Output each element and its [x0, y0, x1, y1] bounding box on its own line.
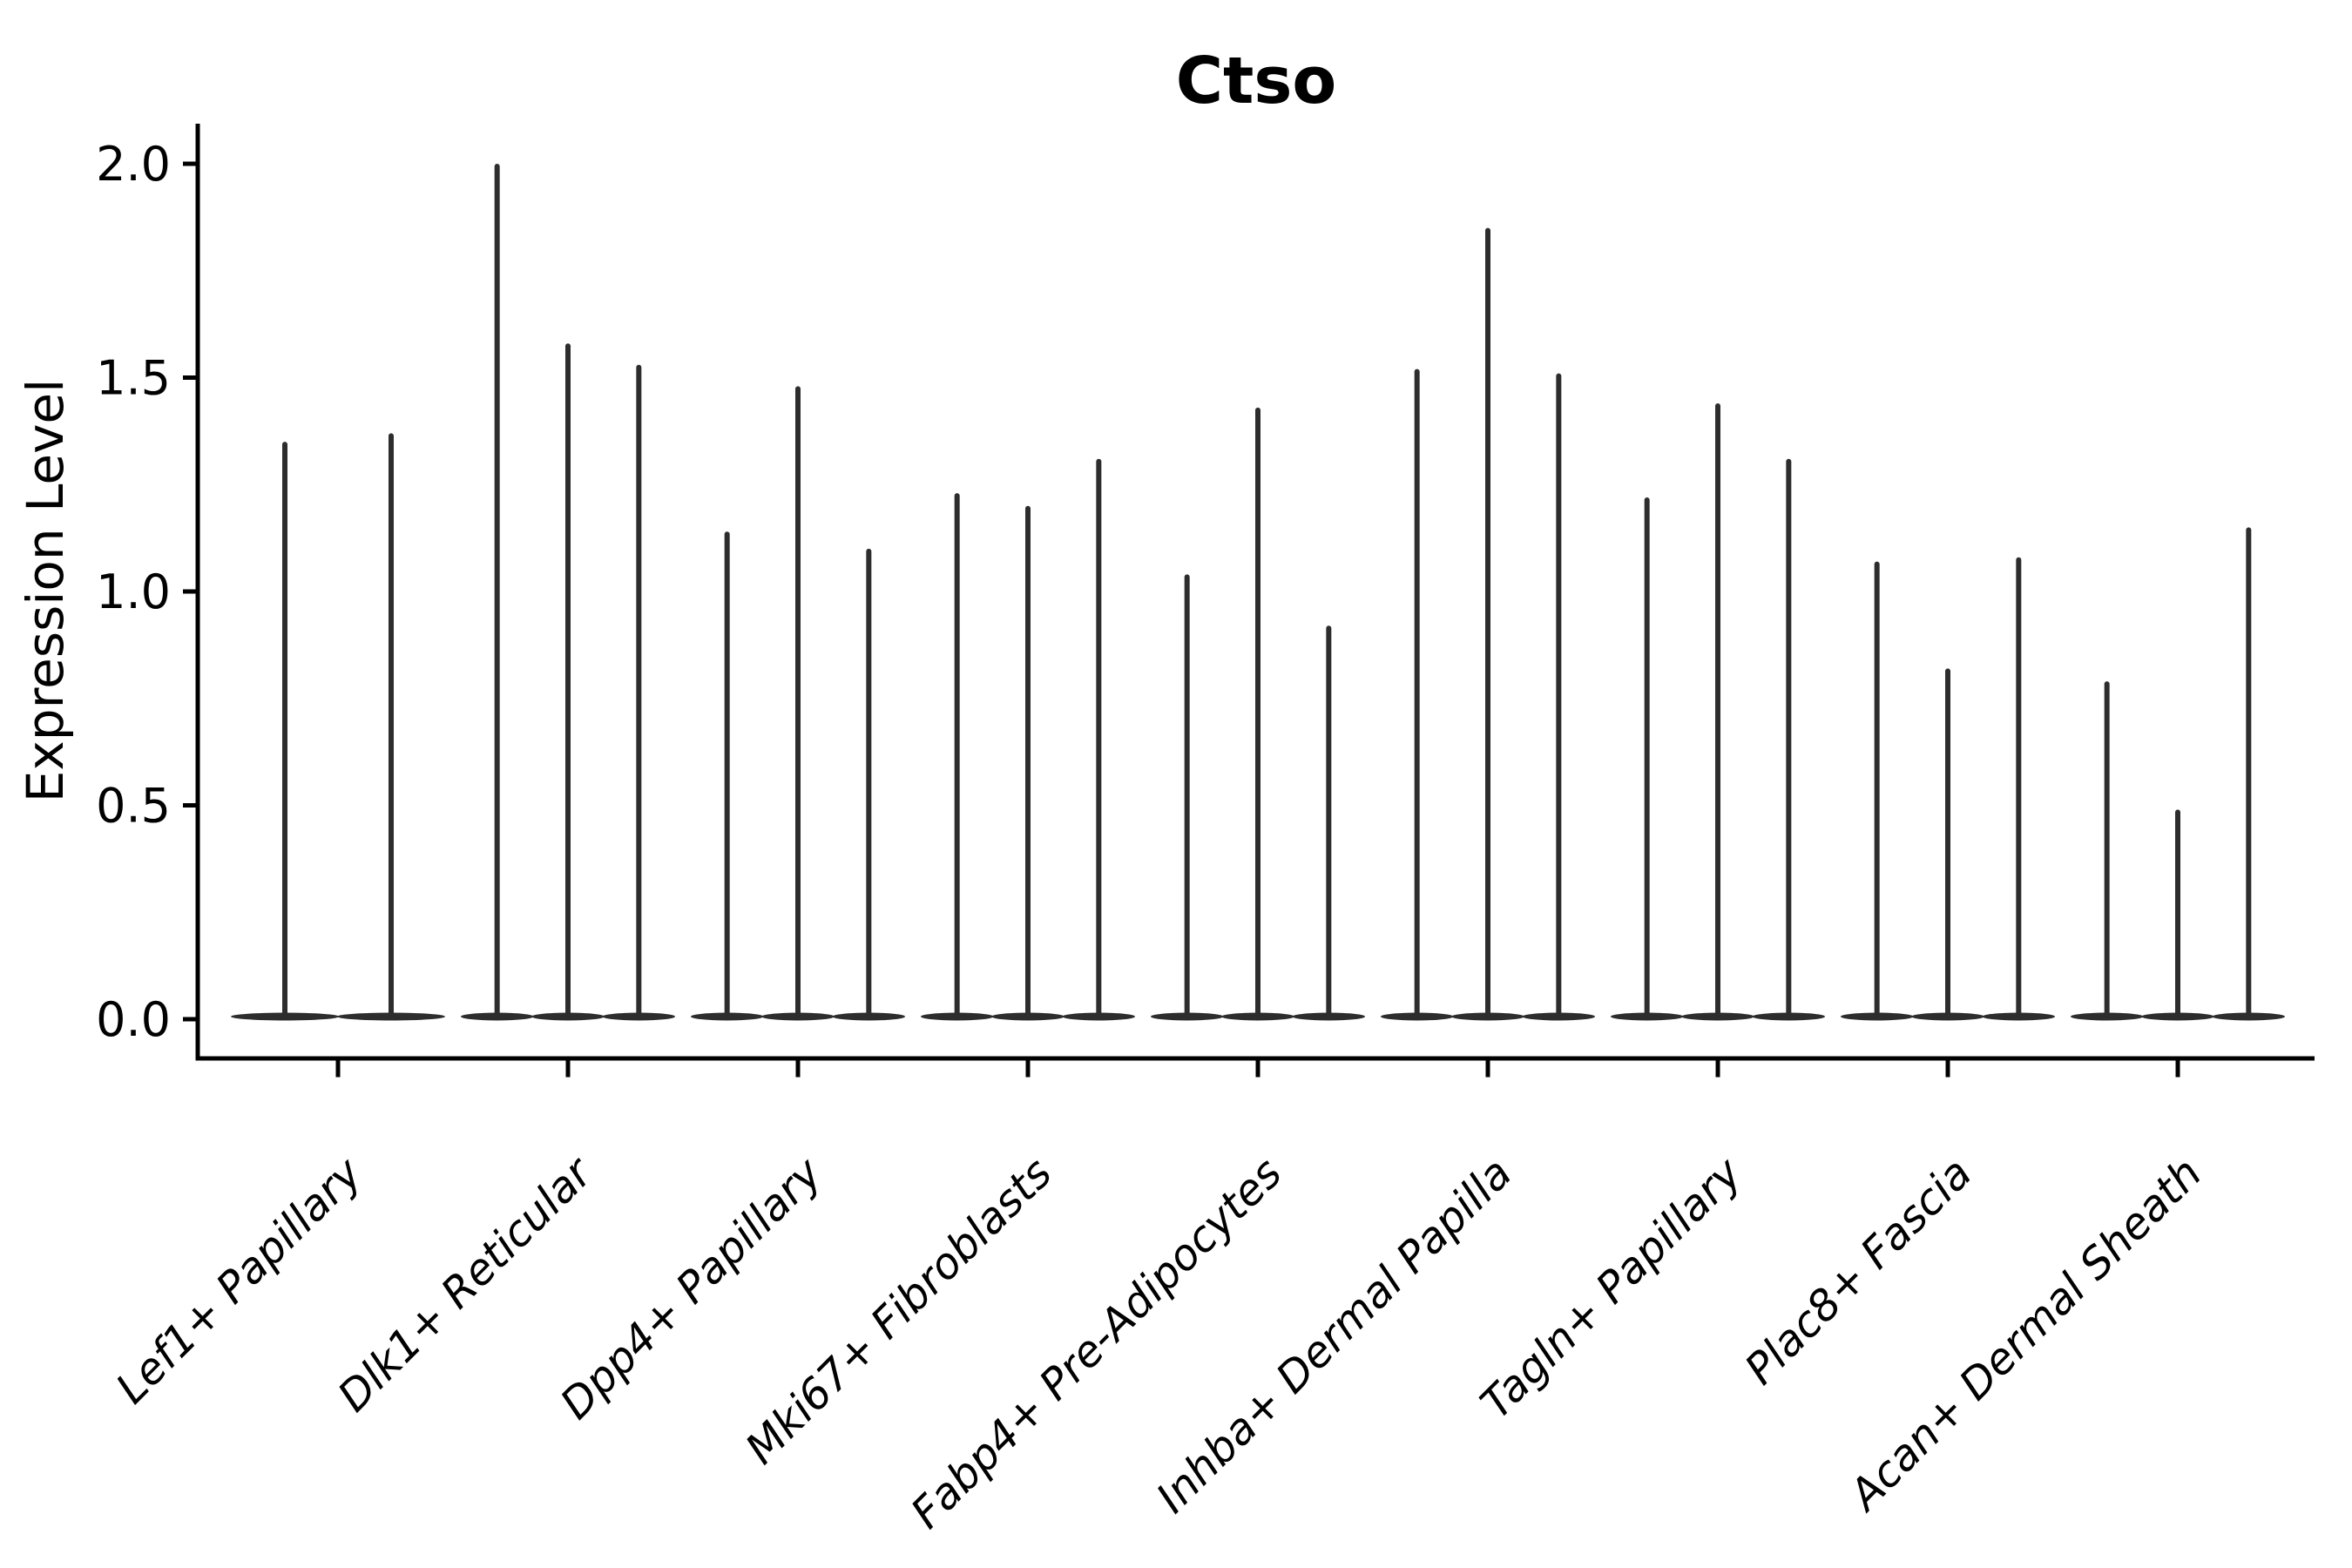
violin-spike	[636, 364, 642, 1017]
y-tick-label: 1.0	[96, 564, 171, 619]
violin-spike	[795, 386, 801, 1017]
violin-spike	[1786, 458, 1792, 1017]
y-tick-label: 0.0	[96, 992, 171, 1047]
y-tick-label: 0.5	[96, 779, 171, 834]
violin-base	[691, 1012, 764, 1021]
violin-spike	[1184, 574, 1190, 1017]
violin-spike	[2246, 527, 2252, 1017]
violin-spike	[1644, 497, 1650, 1017]
violin-spike	[1556, 373, 1562, 1017]
x-tick-label: Lef1+ Papillary	[106, 1147, 372, 1413]
x-tick-label: Fabp4+ Pre-Adipocytes	[902, 1148, 1292, 1538]
x-tick-label: Plac8+ Fascia	[1735, 1148, 1981, 1394]
violin-spike	[494, 164, 500, 1017]
violin-spike	[1414, 368, 1420, 1017]
violin-spike	[389, 433, 394, 1017]
violin-base	[1062, 1012, 1136, 1021]
violin-spike	[1874, 561, 1880, 1017]
violin-base	[1381, 1012, 1454, 1021]
violin-base	[1292, 1012, 1366, 1021]
violin-spike	[954, 493, 960, 1017]
violin-spike	[1025, 505, 1031, 1017]
violin-base	[461, 1012, 534, 1021]
x-tick-label: Dlk1+ Reticular	[328, 1146, 603, 1421]
violin-base	[921, 1012, 994, 1021]
violin-spike	[2104, 681, 2110, 1017]
violin-spike	[2016, 557, 2022, 1017]
violin-spike	[565, 343, 571, 1017]
violin-spike	[1255, 407, 1260, 1017]
violin-spike	[2175, 809, 2180, 1017]
violin-base	[1151, 1012, 1224, 1021]
violin-spike	[1326, 625, 1332, 1017]
y-tick-label: 1.5	[96, 351, 171, 406]
violin-spike	[866, 548, 872, 1017]
violin-spike	[1485, 227, 1490, 1017]
violin-spike	[1945, 668, 1950, 1017]
violin-spike	[1715, 402, 1720, 1017]
violin-base	[602, 1012, 675, 1021]
violin-base	[1982, 1012, 2055, 1021]
y-axis-label: Expression Level	[16, 379, 75, 802]
violin-spike	[282, 442, 287, 1017]
violin-base	[1611, 1012, 1684, 1021]
y-tick-label: 2.0	[96, 137, 171, 192]
violin-base	[2212, 1012, 2285, 1021]
violin-spike	[1096, 458, 1102, 1017]
chart-title: Ctso	[1176, 44, 1337, 118]
violin-spike	[724, 531, 730, 1017]
violin-base	[2071, 1012, 2144, 1021]
violin-base	[1841, 1012, 1914, 1021]
violin-base	[1522, 1012, 1596, 1021]
